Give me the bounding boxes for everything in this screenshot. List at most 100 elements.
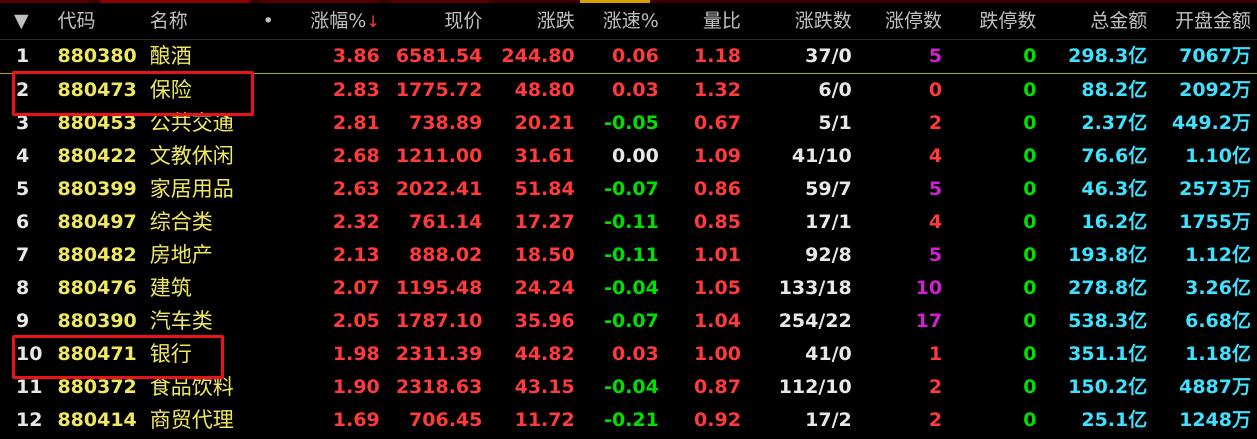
row-change-pct: 2.83 [332, 79, 380, 101]
row-dot [263, 404, 304, 437]
row-limit-up: 2 [928, 376, 943, 398]
row-limit-up: 4 [928, 145, 943, 167]
row-code: 880399 [57, 178, 137, 200]
row-open-amount: 2573万 [1179, 178, 1251, 200]
row-updown: 59/7 [805, 178, 852, 200]
table-row[interactable]: 11 880372 食品饮料 1.90 2318.63 43.15 -0.04 0.87 112… [0, 371, 1257, 404]
table-row[interactable]: 7 880482 房地产 2.13 888.02 18.50 -0.11 1.01 92/8 5 0… [0, 239, 1257, 272]
row-limit-down: 0 [1023, 310, 1037, 332]
header-vol-ratio[interactable]: 量比 [702, 10, 741, 32]
table-row[interactable]: 4 880422 文教休闲 2.68 1211.00 31.61 0.00 1.09 41/10… [0, 140, 1257, 173]
header-code[interactable]: 代码 [57, 10, 96, 32]
row-index: 6 [16, 211, 30, 233]
row-code: 880422 [57, 145, 137, 167]
row-limit-up: 0 [928, 79, 943, 101]
header-limit-up[interactable]: 涨停数 [885, 10, 943, 32]
row-updown: 17/1 [805, 211, 852, 233]
row-limit-down: 0 [1023, 376, 1037, 398]
row-amount: 278.8亿 [1068, 277, 1148, 299]
row-speed: 0.03 [611, 79, 659, 101]
column-menu-toggle[interactable]: ▼ [14, 10, 29, 32]
header-open-amount[interactable]: 开盘金额 [1174, 10, 1251, 32]
table-row[interactable]: 9 880390 汽车类 2.05 1787.10 35.96 -0.07 1.04 254/2… [0, 305, 1257, 338]
header-change[interactable]: 涨跌 [536, 10, 575, 32]
row-vol-ratio: 0.85 [694, 211, 741, 233]
row-index: 5 [16, 178, 30, 200]
row-index: 3 [16, 112, 30, 134]
row-open-amount: 1755万 [1179, 211, 1251, 233]
row-speed: -0.21 [604, 409, 659, 431]
row-index: 1 [0, 39, 58, 74]
row-limit-down: 0 [1023, 79, 1037, 101]
row-code: 880414 [57, 409, 137, 431]
row-amount: 193.8亿 [1068, 244, 1148, 266]
row-change: 244.80 [488, 39, 581, 74]
row-amount: 16.2亿 [1081, 211, 1148, 233]
row-code: 880380 [57, 39, 150, 74]
row-code: 880482 [57, 244, 137, 266]
row-speed: -0.07 [604, 310, 659, 332]
row-change-pct: 2.05 [332, 310, 380, 332]
row-change-pct: 3.86 [303, 39, 386, 74]
row-speed: -0.11 [604, 244, 659, 266]
sort-desc-icon: ↓ [366, 12, 380, 31]
row-speed: 0.06 [580, 39, 665, 74]
table-row[interactable]: 6 880497 综合类 2.32 761.14 17.27 -0.11 0.85 17/1 4 0… [0, 206, 1257, 239]
row-price: 738.89 [409, 112, 483, 134]
row-speed: -0.04 [604, 376, 659, 398]
row-amount: 76.6亿 [1081, 145, 1148, 167]
row-vol-ratio: 1.01 [694, 244, 741, 266]
row-limit-up: 5 [857, 39, 949, 74]
row-amount: 46.3亿 [1081, 178, 1148, 200]
row-code: 880497 [57, 211, 137, 233]
row-price: 888.02 [409, 244, 483, 266]
header-updown[interactable]: 涨跌数 [794, 10, 852, 32]
row-updown: 5/1 [818, 112, 852, 134]
row-name: 综合类 [149, 210, 213, 234]
table-row[interactable]: 2 880473 保险 2.83 1775.72 48.80 0.03 1.32 6/0 0 0 88… [0, 74, 1257, 108]
row-limit-up: 17 [915, 310, 943, 332]
header-speed[interactable]: 涨速% [602, 10, 659, 32]
row-dot [263, 74, 304, 108]
row-price: 706.45 [409, 409, 483, 431]
row-amount: 351.1亿 [1068, 343, 1148, 365]
row-vol-ratio: 1.09 [694, 145, 741, 167]
row-limit-up: 1 [928, 343, 943, 365]
row-code: 880471 [57, 343, 137, 365]
header-name[interactable]: 名称 [149, 10, 188, 32]
table-row[interactable]: 1 880380 酿酒 3.86 6581.54 244.80 0.06 1.18 37/0 5 0… [0, 39, 1257, 74]
header-price[interactable]: 现价 [444, 10, 483, 32]
row-limit-down: 0 [1023, 211, 1037, 233]
row-change-pct: 2.63 [332, 178, 380, 200]
row-amount: 298.3亿 [1042, 39, 1154, 74]
table-row[interactable]: 12 880414 商贸代理 1.69 706.45 11.72 -0.21 0.92 17/2… [0, 404, 1257, 437]
table-row[interactable]: 3 880453 公共交通 2.81 738.89 20.21 -0.05 0.67 5/1 2 0… [0, 107, 1257, 140]
row-price: 1195.48 [395, 277, 483, 299]
row-open-amount: 7067万 [1153, 39, 1257, 74]
row-change: 18.50 [514, 244, 575, 266]
row-index: 11 [16, 376, 43, 398]
row-dot [262, 39, 304, 74]
header-amount[interactable]: 总金额 [1090, 10, 1148, 32]
row-updown: 37/0 [746, 39, 858, 74]
row-vol-ratio: 1.00 [694, 343, 741, 365]
row-limit-up: 10 [915, 277, 943, 299]
row-name: 食品饮料 [149, 375, 234, 399]
row-dot [263, 140, 304, 173]
header-dot: • [262, 10, 274, 32]
row-change-pct: 1.98 [332, 343, 380, 365]
header-limit-down[interactable]: 跌停数 [979, 10, 1037, 32]
table-row[interactable]: 8 880476 建筑 2.07 1195.48 24.24 -0.04 1.05 133/18… [0, 272, 1257, 305]
row-limit-up: 2 [928, 409, 943, 431]
row-code: 880372 [57, 376, 137, 398]
row-updown: 112/10 [778, 376, 852, 398]
row-name: 银行 [149, 342, 192, 366]
row-name: 家居用品 [149, 177, 234, 201]
row-updown: 133/18 [778, 277, 852, 299]
row-code: 880390 [57, 310, 137, 332]
header-change-pct[interactable]: 涨幅%↓ [304, 4, 386, 40]
table-row[interactable]: 5 880399 家居用品 2.63 2022.41 51.84 -0.07 0.86 59/7… [0, 173, 1257, 206]
row-name: 汽车类 [149, 309, 213, 333]
row-open-amount: 1248万 [1179, 409, 1251, 431]
table-row[interactable]: 10 880471 银行 1.98 2311.39 44.82 0.03 1.00 41/0 1 0… [0, 338, 1257, 371]
